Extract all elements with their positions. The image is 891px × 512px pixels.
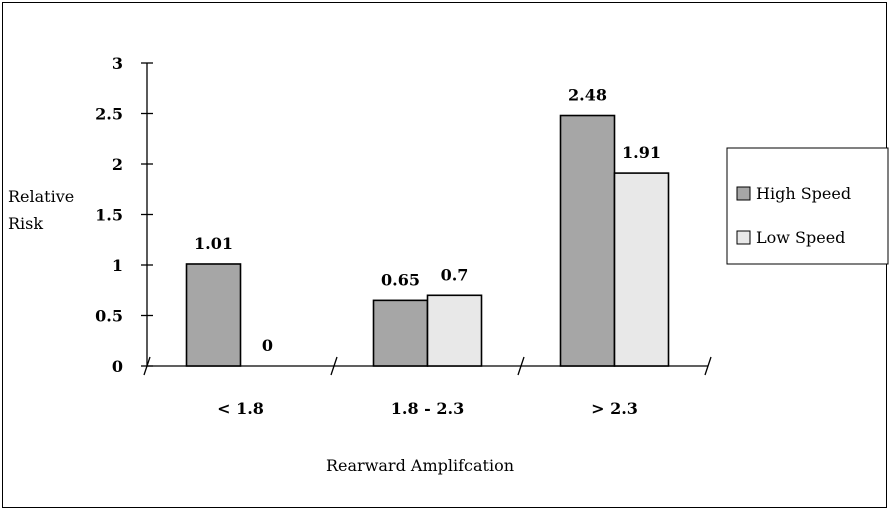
legend-label-high-speed: High Speed <box>756 184 851 203</box>
bar <box>185 263 242 367</box>
y-tick-label: 3 <box>112 54 123 73</box>
bar <box>613 172 670 367</box>
data-label: 1.91 <box>622 143 661 162</box>
data-label: 1.01 <box>194 234 233 253</box>
x-tick-label: > 2.3 <box>591 399 638 418</box>
y-tick-label: 0.5 <box>95 307 123 326</box>
data-label: 0 <box>262 336 273 355</box>
y-axis: 0 0.5 1 1.5 2 2.5 3 <box>95 54 153 376</box>
data-labels: 1.01 0 0.65 0.7 2.48 1.91 <box>194 86 661 355</box>
y-axis-title-line-1: Relative <box>8 187 74 206</box>
bars <box>185 114 670 367</box>
legend-swatch-low-speed <box>736 230 751 245</box>
y-tick-label: 0 <box>112 357 123 376</box>
x-category-separator <box>330 356 338 376</box>
y-axis-title: Relative Risk <box>8 187 74 233</box>
x-category-separator <box>143 356 151 376</box>
bar <box>559 114 616 367</box>
x-axis-title: Rearward Amplifcation <box>326 456 514 475</box>
bar <box>426 294 483 367</box>
x-tick-label: < 1.8 <box>217 399 264 418</box>
x-category-separator <box>704 356 712 376</box>
x-tick-label: 1.8 - 2.3 <box>391 399 464 418</box>
legend: High Speed Low Speed <box>726 147 889 265</box>
bar <box>372 299 429 367</box>
y-tick-label: 1.5 <box>95 206 123 225</box>
data-label: 0.65 <box>381 270 420 289</box>
x-category-separator <box>517 356 525 376</box>
y-tick-label: 2.5 <box>95 105 123 124</box>
y-tick-label: 1 <box>112 256 123 275</box>
y-tick-label: 2 <box>112 155 123 174</box>
data-label: 2.48 <box>568 86 607 105</box>
legend-label-low-speed: Low Speed <box>756 228 845 247</box>
legend-swatch-high-speed <box>736 186 751 201</box>
data-label: 0.7 <box>441 265 469 284</box>
y-axis-title-line-2: Risk <box>8 214 43 233</box>
legend-box <box>726 147 889 265</box>
